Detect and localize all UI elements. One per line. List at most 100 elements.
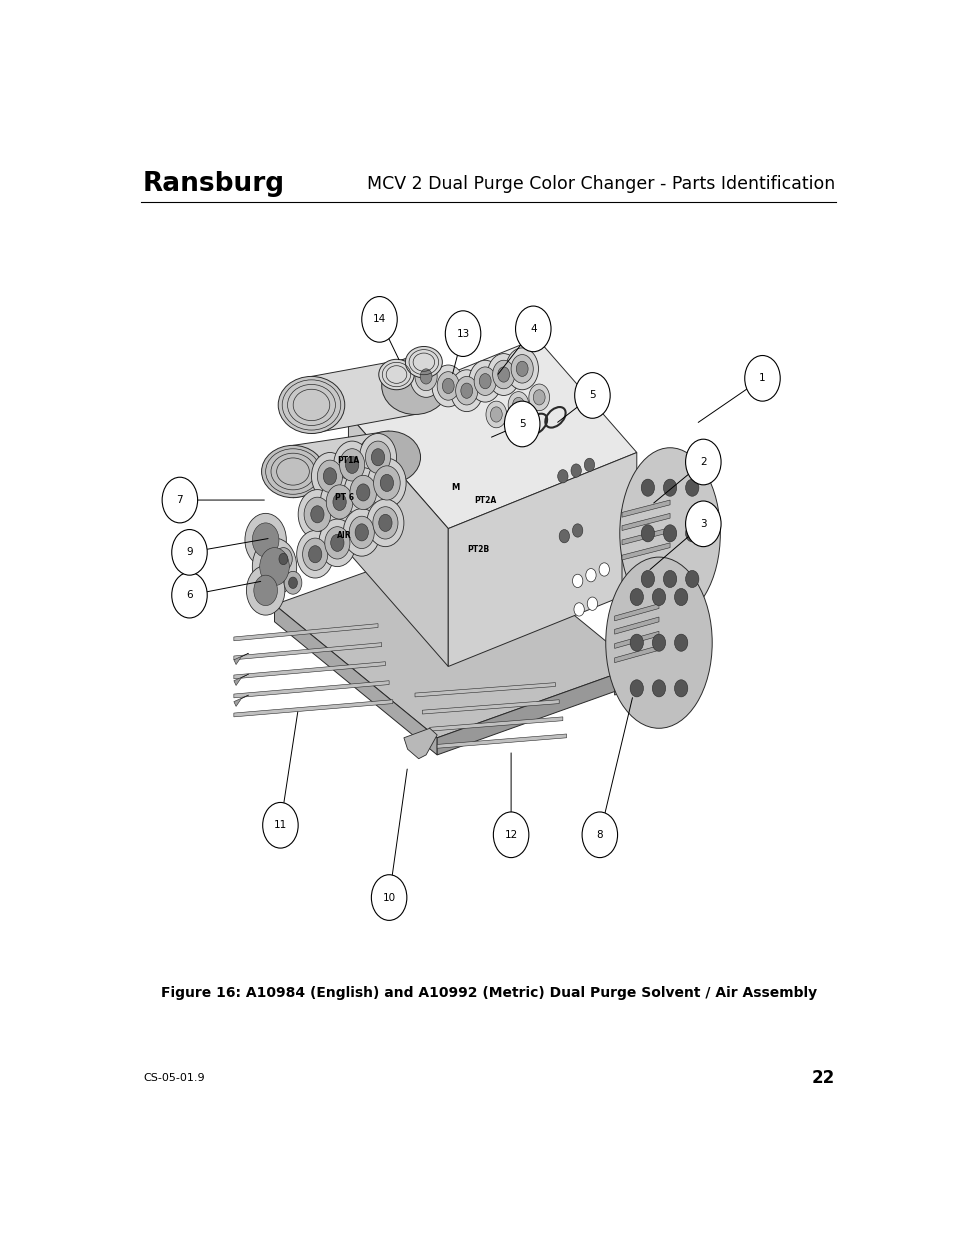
Polygon shape [614,618,659,634]
Circle shape [252,538,296,595]
Circle shape [652,589,665,605]
Circle shape [528,384,549,411]
Text: 5: 5 [589,390,595,400]
Circle shape [478,373,491,389]
Circle shape [493,811,528,857]
Polygon shape [233,653,249,664]
Circle shape [378,514,392,531]
Circle shape [685,571,699,588]
Circle shape [172,530,207,576]
Circle shape [262,803,298,848]
Circle shape [652,679,665,697]
Ellipse shape [605,557,712,729]
Circle shape [492,361,515,389]
Text: 14: 14 [373,315,386,325]
Polygon shape [448,452,637,667]
Text: 9: 9 [186,547,193,557]
Circle shape [640,571,654,588]
Circle shape [296,531,334,578]
Polygon shape [403,729,436,758]
Text: PT2A: PT2A [474,495,496,505]
Text: AIR: AIR [337,531,352,540]
Circle shape [558,469,567,483]
Polygon shape [233,700,393,716]
Circle shape [361,296,396,342]
Text: 4: 4 [530,324,536,333]
Circle shape [640,479,654,496]
Circle shape [365,441,390,473]
Circle shape [246,566,285,615]
Polygon shape [621,495,669,585]
Circle shape [298,489,336,538]
Ellipse shape [278,377,344,433]
Ellipse shape [357,431,420,483]
Text: PT 6: PT 6 [335,493,354,501]
Polygon shape [429,716,562,731]
Circle shape [308,546,321,563]
Circle shape [515,306,551,352]
Circle shape [284,572,301,594]
Circle shape [410,356,442,398]
Polygon shape [614,631,659,648]
Circle shape [371,448,384,466]
Circle shape [350,475,376,510]
Polygon shape [274,534,637,737]
Circle shape [504,401,539,447]
Polygon shape [348,415,448,667]
Circle shape [487,353,519,395]
Circle shape [359,433,396,480]
Polygon shape [233,674,249,685]
Polygon shape [274,605,436,755]
Circle shape [516,361,528,377]
Circle shape [278,553,288,564]
Circle shape [445,311,480,357]
Circle shape [511,354,533,383]
Circle shape [323,468,336,485]
Circle shape [685,525,699,542]
Circle shape [505,348,537,390]
Circle shape [326,485,353,519]
Circle shape [367,499,403,547]
Circle shape [302,538,328,571]
Circle shape [460,383,472,399]
Circle shape [572,574,582,588]
Circle shape [374,466,399,500]
Circle shape [450,369,482,411]
Circle shape [512,398,524,412]
Circle shape [371,874,406,920]
Ellipse shape [378,359,414,390]
Polygon shape [233,642,381,659]
Polygon shape [233,680,389,698]
Polygon shape [415,683,555,697]
Circle shape [304,498,331,531]
Circle shape [339,448,364,482]
Circle shape [685,479,699,496]
Circle shape [474,367,496,395]
Text: 6: 6 [186,590,193,600]
Text: MCV 2 Dual Purge Color Changer - Parts Identification: MCV 2 Dual Purge Color Changer - Parts I… [366,175,834,194]
Circle shape [318,519,355,567]
Polygon shape [311,357,415,433]
Text: 11: 11 [274,820,287,830]
Circle shape [259,547,289,585]
Text: 22: 22 [811,1070,834,1087]
Circle shape [252,522,278,557]
Circle shape [662,525,676,542]
Circle shape [436,372,459,400]
Polygon shape [233,662,385,679]
Circle shape [574,373,610,419]
Text: M: M [451,483,459,493]
Circle shape [356,484,370,501]
Circle shape [533,390,544,405]
Text: 13: 13 [456,329,469,338]
Circle shape [598,563,609,576]
Circle shape [311,506,324,522]
Circle shape [585,568,596,582]
Circle shape [343,509,380,556]
Circle shape [345,456,358,473]
Circle shape [572,524,582,537]
Text: 5: 5 [518,419,525,429]
Polygon shape [614,646,659,663]
Text: PT2B: PT2B [466,545,488,555]
Text: 1: 1 [759,373,765,383]
